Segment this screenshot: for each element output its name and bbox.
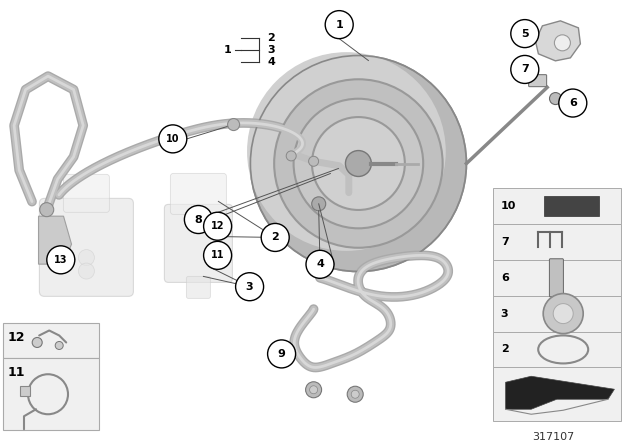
Circle shape <box>554 35 570 51</box>
Circle shape <box>159 125 187 153</box>
Circle shape <box>325 11 353 39</box>
Circle shape <box>559 89 587 117</box>
Text: 12: 12 <box>8 331 25 344</box>
FancyBboxPatch shape <box>493 260 621 296</box>
Text: 5: 5 <box>521 29 529 39</box>
Circle shape <box>79 263 95 279</box>
Circle shape <box>79 250 95 266</box>
Text: 3: 3 <box>268 45 275 55</box>
Text: 2: 2 <box>268 33 275 43</box>
FancyBboxPatch shape <box>493 224 621 260</box>
Circle shape <box>274 79 443 248</box>
Circle shape <box>543 293 583 334</box>
Polygon shape <box>38 216 72 264</box>
Text: 317107: 317107 <box>532 432 575 442</box>
Text: 10: 10 <box>166 134 180 144</box>
Circle shape <box>261 224 289 251</box>
Text: 1: 1 <box>223 45 231 55</box>
Circle shape <box>47 246 75 274</box>
FancyBboxPatch shape <box>186 276 211 298</box>
Circle shape <box>308 156 319 166</box>
Circle shape <box>40 202 54 217</box>
FancyBboxPatch shape <box>20 386 30 396</box>
Text: 6: 6 <box>501 273 509 283</box>
Text: 6: 6 <box>569 98 577 108</box>
Text: 4: 4 <box>316 259 324 269</box>
Circle shape <box>184 206 212 233</box>
Circle shape <box>204 212 232 240</box>
Circle shape <box>268 340 296 368</box>
Polygon shape <box>536 21 580 61</box>
Circle shape <box>310 386 317 394</box>
Text: 10: 10 <box>501 201 516 211</box>
FancyBboxPatch shape <box>529 75 547 86</box>
Circle shape <box>348 386 364 402</box>
FancyBboxPatch shape <box>544 196 599 216</box>
Circle shape <box>32 337 42 348</box>
Text: 3: 3 <box>246 282 253 292</box>
Circle shape <box>228 119 239 130</box>
Circle shape <box>250 56 467 271</box>
Circle shape <box>351 390 359 398</box>
Text: 11: 11 <box>8 366 25 379</box>
Text: 7: 7 <box>501 237 509 247</box>
FancyBboxPatch shape <box>164 204 232 282</box>
Text: 12: 12 <box>211 221 225 231</box>
Text: 3: 3 <box>501 309 508 319</box>
Text: 7: 7 <box>521 65 529 74</box>
FancyBboxPatch shape <box>40 198 133 297</box>
Polygon shape <box>506 376 614 409</box>
Text: 4: 4 <box>268 56 275 67</box>
Circle shape <box>306 250 334 278</box>
Text: 2: 2 <box>501 345 509 354</box>
Circle shape <box>511 20 539 47</box>
Circle shape <box>286 151 296 161</box>
FancyBboxPatch shape <box>493 296 621 332</box>
FancyBboxPatch shape <box>3 358 99 430</box>
Circle shape <box>553 304 573 323</box>
FancyBboxPatch shape <box>549 259 563 297</box>
Circle shape <box>511 56 539 83</box>
Circle shape <box>306 382 322 398</box>
Circle shape <box>550 93 561 104</box>
FancyBboxPatch shape <box>63 174 109 212</box>
Text: 11: 11 <box>211 250 225 260</box>
FancyBboxPatch shape <box>493 188 621 224</box>
Text: 1: 1 <box>335 20 343 30</box>
Circle shape <box>346 151 371 177</box>
Text: 13: 13 <box>54 255 68 265</box>
Text: 2: 2 <box>271 233 279 242</box>
Circle shape <box>312 117 405 210</box>
Circle shape <box>247 52 446 251</box>
Circle shape <box>312 197 326 211</box>
Circle shape <box>294 99 423 228</box>
FancyBboxPatch shape <box>493 332 621 367</box>
Circle shape <box>236 273 264 301</box>
FancyBboxPatch shape <box>493 367 621 421</box>
Circle shape <box>55 341 63 349</box>
Text: 8: 8 <box>195 215 202 224</box>
FancyBboxPatch shape <box>3 323 99 358</box>
Circle shape <box>204 241 232 269</box>
Text: 9: 9 <box>278 349 285 359</box>
FancyBboxPatch shape <box>170 173 227 215</box>
